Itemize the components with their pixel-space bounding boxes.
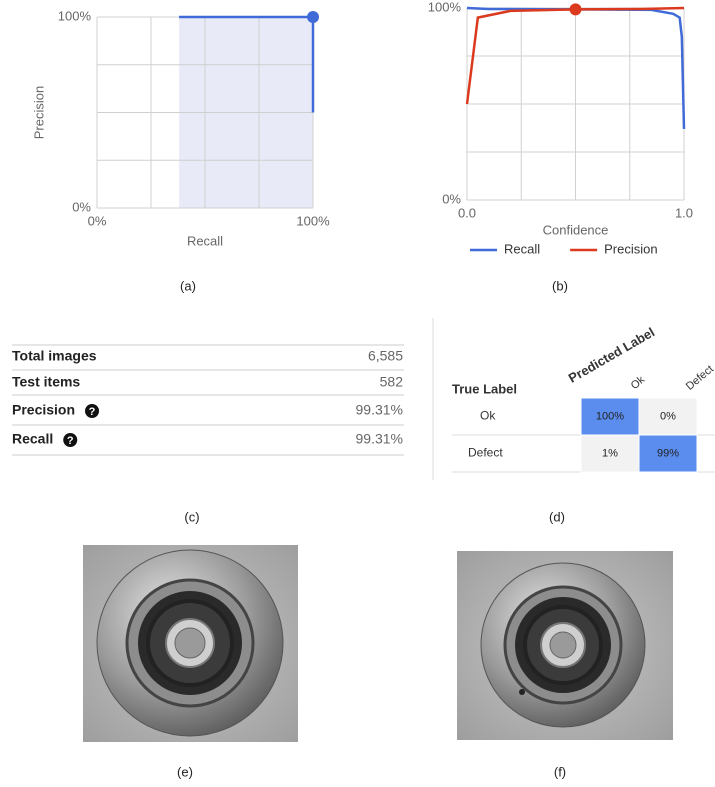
row-label: Total images: [12, 348, 97, 364]
x-tick-label: 100%: [296, 213, 330, 228]
photo: [457, 551, 673, 740]
x-tick-label: 1.0: [675, 205, 693, 220]
row-label: Precision: [12, 402, 75, 418]
cell-value: 100%: [596, 410, 624, 422]
row-value: 99.31%: [356, 402, 403, 418]
figure: (a) (b) (c) (d) (e) (f) True Label Predi…: [0, 0, 715, 787]
x-tick-label: 0%: [88, 213, 107, 228]
legend-label: Recall: [504, 241, 540, 256]
row-label: Ok: [480, 409, 496, 423]
cell-value: 0%: [660, 410, 676, 422]
caption: (e): [177, 764, 193, 779]
x-axis-label: Confidence: [543, 222, 609, 237]
caption: (d): [549, 509, 565, 524]
legend-label: Precision: [604, 241, 657, 256]
highlight-point: [307, 11, 319, 23]
column-label: Ok: [629, 373, 648, 392]
y-tick-label: 0%: [442, 191, 461, 206]
cell-value: 99%: [657, 447, 679, 459]
photo: [83, 545, 298, 742]
y-tick-label: 100%: [428, 0, 462, 14]
x-axis-label: Recall: [187, 233, 223, 248]
highlight-point: [570, 3, 582, 15]
caption: (f): [554, 764, 566, 779]
row-value: 6,585: [368, 348, 403, 364]
row-label: Test items: [12, 374, 80, 390]
cell-value: 1%: [602, 447, 618, 459]
y-tick-label: 100%: [58, 8, 92, 23]
help-icon-glyph: ?: [89, 406, 96, 418]
caption: (b): [552, 278, 568, 293]
help-icon-glyph: ?: [67, 435, 74, 447]
x-tick-label: 0.0: [458, 205, 476, 220]
column-label: Defect: [684, 363, 715, 393]
column-axis-label: Predicted Label: [566, 324, 657, 385]
caption: (c): [184, 509, 199, 524]
row-label: Defect: [468, 446, 503, 460]
row-value: 582: [380, 374, 404, 390]
row-label: Recall: [12, 431, 53, 447]
caption: (a): [180, 278, 196, 293]
row-value: 99.31%: [356, 431, 403, 447]
y-axis-label: Precision: [31, 86, 46, 139]
y-tick-label: 0%: [72, 199, 91, 214]
row-axis-label: True Label: [452, 381, 517, 396]
